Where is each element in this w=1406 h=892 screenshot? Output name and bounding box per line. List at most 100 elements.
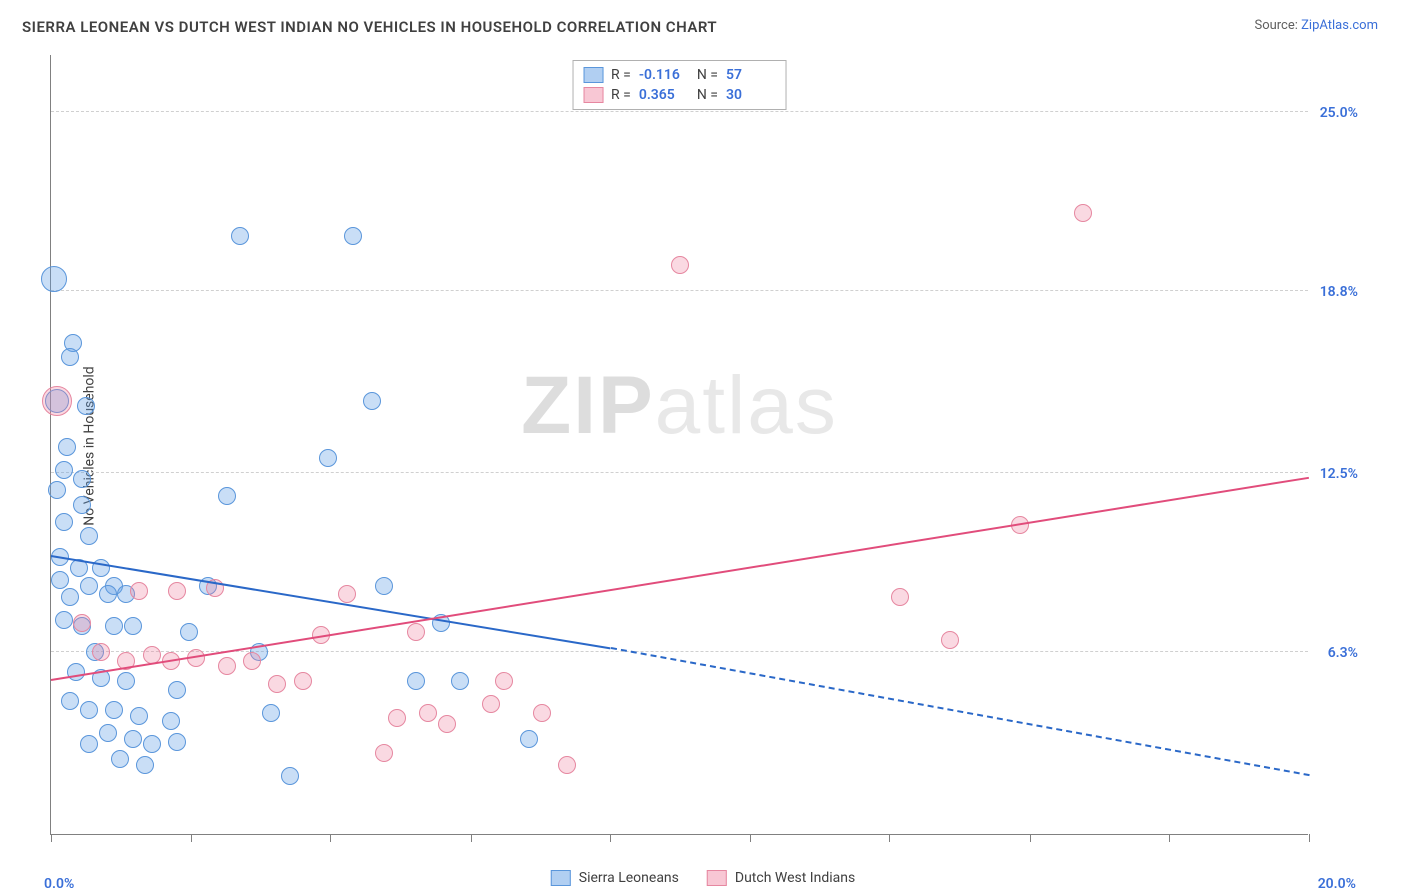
source-prefix: Source: [1254,18,1301,33]
data-point [130,582,148,600]
data-point [80,735,98,753]
x-tick [191,834,192,842]
data-point [438,715,456,733]
data-point [231,227,249,245]
data-point [558,756,576,774]
x-tick [330,834,331,842]
x-tick [750,834,751,842]
data-point [363,392,381,410]
data-point [268,675,286,693]
data-point [99,585,117,603]
x-max-label: 20.0% [1318,876,1356,892]
data-point [407,672,425,690]
x-tick [1169,834,1170,842]
data-point [168,733,186,751]
data-point [80,701,98,719]
data-point [130,707,148,725]
chart-title: SIERRA LEONEAN VS DUTCH WEST INDIAN NO V… [22,18,717,36]
gridline [51,111,1308,112]
data-point [218,657,236,675]
data-point [281,767,299,785]
data-point [105,617,123,635]
data-point [162,712,180,730]
watermark-bold: ZIP [521,360,655,451]
data-point [111,750,129,768]
data-point [495,672,513,690]
y-tick-label: 25.0% [1320,105,1358,121]
data-point [375,577,393,595]
data-point [338,585,356,603]
data-point [73,496,91,514]
data-point [80,577,98,595]
data-point [388,709,406,727]
swatch-series1 [583,67,603,83]
data-point [218,487,236,505]
data-point [407,623,425,641]
source-link[interactable]: ZipAtlas.com [1301,18,1378,33]
data-point [55,461,73,479]
data-point [73,614,91,632]
data-point [168,681,186,699]
data-point [451,672,469,690]
stat-n-label: N = [697,67,718,83]
legend-swatch-2 [707,870,727,886]
y-tick-label: 12.5% [1320,466,1358,482]
data-point [941,631,959,649]
stat-r-value-2: 0.365 [639,87,689,103]
swatch-series2 [583,87,603,103]
data-point [243,652,261,670]
data-point [136,756,154,774]
stats-row-series1: R = -0.116 N = 57 [583,65,776,85]
watermark-light: atlas [655,360,838,451]
stats-row-series2: R = 0.365 N = 30 [583,85,776,105]
data-point [294,672,312,690]
legend-item-1: Sierra Leoneans [551,870,679,886]
gridline [51,651,1308,652]
data-point [80,527,98,545]
data-point [92,643,110,661]
legend-item-2: Dutch West Indians [707,870,855,886]
y-tick-label: 18.8% [1320,284,1358,300]
x-tick [51,834,52,842]
data-point [55,513,73,531]
data-point [533,704,551,722]
stat-n-value-2: 30 [726,87,776,103]
scatter-plot: ZIPatlas R = -0.116 N = 57 R = 0.365 N =… [50,55,1308,835]
data-point [143,735,161,753]
legend-swatch-1 [551,870,571,886]
y-tick-label: 6.3% [1328,645,1358,661]
data-point [55,611,73,629]
data-point [1074,204,1092,222]
data-point [891,588,909,606]
bottom-legend: Sierra Leoneans Dutch West Indians [551,870,855,886]
data-point [262,704,280,722]
data-point [105,701,123,719]
x-tick [1309,834,1310,842]
data-point [375,744,393,762]
data-point [99,724,117,742]
data-point [61,588,79,606]
data-point [344,227,362,245]
legend-label-2: Dutch West Indians [735,870,855,886]
data-point [671,256,689,274]
gridline [51,472,1308,473]
data-point [124,730,142,748]
data-point [419,704,437,722]
data-point [520,730,538,748]
stat-r-label: R = [611,87,631,103]
x-tick [610,834,611,842]
data-point [61,348,79,366]
data-point [58,438,76,456]
data-point [168,582,186,600]
stat-r-label: R = [611,67,631,83]
watermark: ZIPatlas [521,359,838,453]
x-tick [889,834,890,842]
data-point [180,623,198,641]
legend-label-1: Sierra Leoneans [579,870,679,886]
source-attribution: Source: ZipAtlas.com [1254,18,1378,33]
stat-n-label: N = [697,87,718,103]
data-point [41,266,67,292]
data-point [42,386,72,416]
x-tick [1030,834,1031,842]
regression-line [611,647,1310,776]
